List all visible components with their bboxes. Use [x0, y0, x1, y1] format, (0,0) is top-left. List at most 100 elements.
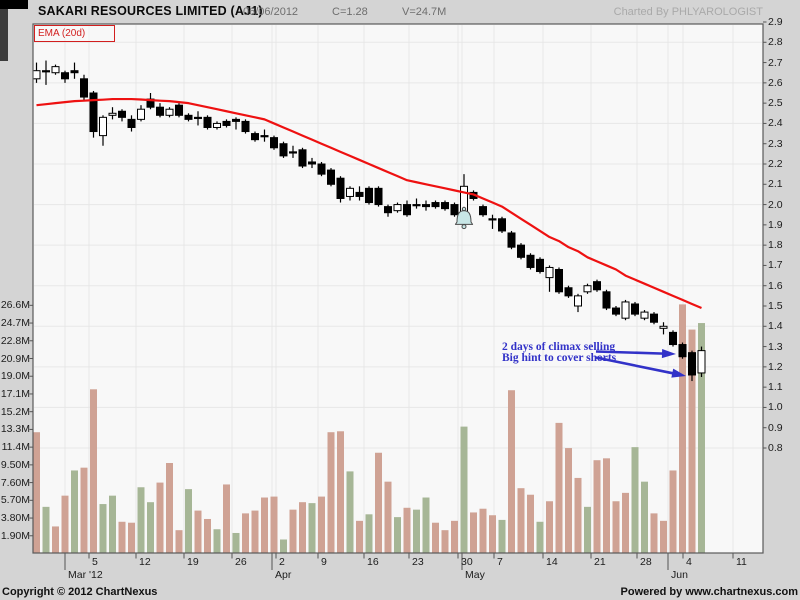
annotation-line-1[interactable]: 2 days of climax selling — [502, 341, 616, 353]
candle-down — [526, 254, 535, 268]
candle-up — [574, 295, 582, 307]
volume-bar — [185, 489, 192, 553]
annotation-line-2[interactable]: Big hint to cover shorts — [502, 352, 617, 364]
bell-alert-icon[interactable] — [454, 206, 474, 230]
volume-bar — [631, 447, 639, 553]
volume-bar — [232, 532, 240, 553]
ema-line — [36, 97, 702, 310]
volume-bar — [128, 522, 135, 553]
volume-bar — [308, 503, 316, 553]
candle-down — [203, 116, 212, 128]
volume-bar — [175, 530, 183, 553]
candle-down — [555, 268, 563, 293]
candle-down — [355, 191, 364, 197]
candle-down — [507, 232, 516, 248]
candle-down — [412, 204, 421, 207]
volume-bar — [90, 389, 97, 553]
candle-up — [99, 116, 107, 137]
candle-up — [621, 301, 630, 319]
volume-bar — [384, 481, 392, 553]
candle-down — [42, 70, 50, 73]
volume-bar — [622, 492, 629, 553]
volume-bar — [109, 495, 116, 553]
candle-down — [70, 70, 79, 74]
volume-bar — [71, 470, 78, 553]
candle-down — [251, 133, 259, 141]
volume-bar — [536, 521, 544, 553]
candle-down — [184, 114, 193, 120]
volume-bar — [593, 460, 601, 553]
volume-bar — [527, 494, 534, 553]
candle-down — [602, 291, 611, 309]
volume-bar — [33, 432, 40, 553]
candle-down — [289, 151, 297, 154]
volume-bar — [289, 509, 297, 553]
volume-bar — [137, 487, 145, 553]
candle-down — [403, 204, 411, 216]
candle-down — [298, 149, 307, 167]
candle-down — [80, 78, 88, 98]
plot-border — [32, 23, 764, 554]
volume-bar — [612, 501, 620, 553]
candle-down — [612, 307, 620, 315]
volume-bar — [204, 518, 211, 553]
volume-bar — [498, 519, 506, 553]
annotation-arrow[interactable] — [595, 356, 686, 378]
candle-up — [697, 350, 706, 374]
volume-bar — [118, 521, 126, 553]
candle-up — [32, 70, 41, 80]
volume-bar — [679, 304, 686, 553]
candle-down — [317, 163, 326, 175]
candle-down — [194, 116, 202, 120]
volume-bar — [251, 510, 259, 553]
volume-bar — [61, 495, 69, 553]
candle-up — [213, 122, 221, 128]
candle-down — [260, 135, 269, 138]
candle-down — [241, 120, 250, 133]
volume-bar — [422, 497, 430, 553]
volume-bar — [346, 471, 354, 553]
volume-bar — [584, 506, 591, 553]
volume-bar — [451, 520, 458, 553]
volume-bar — [394, 517, 401, 553]
candle-down — [564, 287, 573, 297]
volume-bar — [42, 506, 50, 553]
volume-bar — [213, 529, 221, 553]
volume-bar — [80, 467, 88, 553]
candle-down — [479, 206, 487, 216]
candle-down — [365, 187, 373, 204]
volume-bar — [375, 452, 382, 553]
volume-bar — [441, 530, 449, 553]
candle-down — [61, 72, 69, 80]
volume-bar — [489, 515, 496, 553]
volume-bar — [688, 329, 696, 553]
volume-bar — [365, 514, 373, 553]
annotation-arrow[interactable] — [595, 348, 676, 359]
volume-bar — [555, 422, 563, 553]
volume-bar — [698, 323, 705, 553]
volume-bar — [242, 513, 249, 553]
volume-bar — [641, 481, 648, 553]
volume-bar — [261, 497, 268, 553]
volume-bar — [356, 520, 363, 553]
candle-up — [393, 204, 402, 212]
candle-down — [308, 161, 316, 165]
volume-bar — [327, 432, 335, 553]
candle-down — [450, 204, 459, 216]
candle-down — [127, 118, 136, 128]
candle-up — [545, 266, 554, 279]
volume-bar — [669, 470, 677, 553]
candle-down — [384, 206, 392, 214]
candle-down — [517, 244, 525, 258]
candle-down — [441, 202, 449, 210]
volume-bar — [479, 508, 487, 553]
volume-bar — [318, 496, 325, 553]
volume-bar — [166, 462, 173, 553]
candle-up — [137, 108, 145, 120]
candle-down — [593, 281, 601, 291]
plot-canvas[interactable] — [33, 24, 763, 553]
candle-up — [583, 285, 592, 293]
candle-down — [336, 177, 345, 199]
